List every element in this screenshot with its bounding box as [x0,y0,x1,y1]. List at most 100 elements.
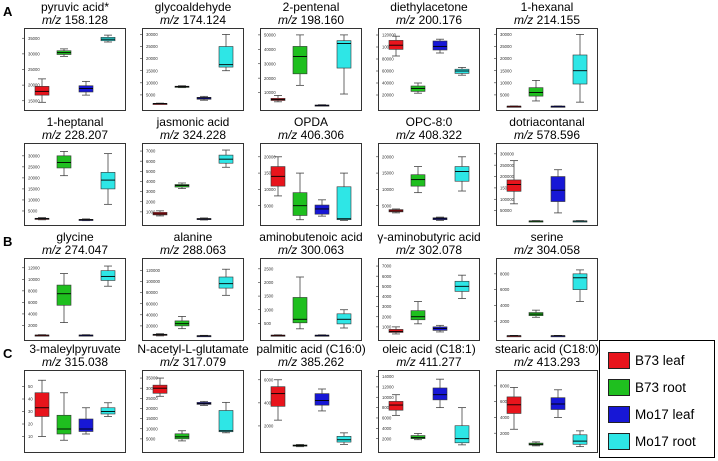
plot-frame [142,258,244,341]
y-tick-label: 12000 [28,265,40,270]
chart-title: pyruvic acid* m/z 158.128 [14,1,136,27]
legend-swatch [608,379,630,396]
box-plot: 20000 15000 10000 5000 [376,143,480,226]
chart-title: aminobutenoic acid m/z 300.063 [250,231,372,257]
y-tick-label: 8000 [382,405,392,410]
box-b73-leaf [152,333,168,337]
y-tick-label: 2000 [500,431,510,436]
box-mo17-leaf [314,104,330,107]
box-mo17-root [218,34,234,72]
box-mo17-root [572,34,588,103]
box-iqr [270,386,286,407]
box-iqr [56,414,72,435]
box-mo17-root [572,430,588,448]
box-plot: 35000 30000 25000 20000 15000 [22,28,126,111]
y-tick-label: 25000 [28,67,40,72]
y-tick-label: 2000 [28,323,38,328]
legend-item-b73-root: B73 root [608,374,714,401]
legend-swatch [608,433,630,450]
y-tick-label: 15000 [146,68,158,73]
box-b73-root [56,151,72,177]
box-iqr [56,155,72,169]
y-tick-label: 10000 [28,277,40,282]
box-mo17-root [454,156,470,192]
box-iqr [506,179,522,192]
y-tick-label: 4000 [500,303,510,308]
y-tick-label: 15000 [146,416,158,421]
box-iqr [314,393,330,406]
box-b73-root [292,34,308,86]
box-mo17-leaf [314,388,330,412]
legend-swatch [608,352,630,369]
y-tick-label: 50 [28,384,33,389]
box-b73-leaf [506,387,522,430]
y-tick-label: 20 [28,422,33,427]
box-iqr [432,40,448,51]
box-iqr [34,86,50,96]
y-tick-label: 20000 [28,175,40,180]
mz-value: m/z 174.124 [159,13,227,27]
box-iqr [100,270,116,281]
box-mo17-root [454,407,470,446]
y-tick-label: 5000 [500,93,510,98]
box-mo17-leaf [314,199,330,217]
y-tick-label: 2000 [382,436,392,441]
mz-value: m/z 288.063 [159,243,227,257]
y-tick-label: 6000 [382,416,392,421]
mz-value: m/z 406.306 [277,128,345,142]
y-tick-label: 6000 [500,399,510,404]
y-tick-label: 300000 [500,151,515,156]
y-tick-label: 500 [264,321,272,326]
y-tick-label: 20000 [264,76,276,81]
box-iqr [550,176,566,202]
box-plot: 30000 25000 20000 15000 10000 5000 [494,28,598,111]
plot-frame [378,370,480,453]
box-plot: 7000 6000 5000 4000 3000 2000 1000 [376,258,480,341]
y-tick-label: 40 [28,397,33,402]
box-mo17-root [100,402,116,417]
y-tick-label: 35000 [28,36,40,41]
metabolite-name: 3-maleylpyruvate [29,342,121,356]
metabolite-name: OPDA [293,115,328,129]
box-plot: 30000025000020000015000010000050000 [494,143,598,226]
box-mo17-leaf [550,169,566,214]
y-tick-label: 6000 [500,287,510,292]
metabolite-name: jasmonic acid [156,115,230,129]
box-mo17-root [336,34,352,95]
box-iqr [454,166,470,182]
y-tick-label: 40000 [146,312,158,317]
legend: B73 leaf B73 root Mo17 leaf Mo17 root [599,340,715,458]
chart-title: OPDA m/z 406.306 [250,116,372,142]
y-tick-label: 40000 [264,47,276,52]
box-mo17-root [218,401,234,434]
mz-value: m/z 411.277 [396,355,462,369]
metabolite-name: glycoaldehyde [154,0,232,14]
box-iqr [152,384,168,394]
chart-title: N-acetyl-L-glutamate m/z 317.079 [132,343,254,369]
y-tick-label: 100000 [146,279,161,284]
box-b73-root [56,392,72,441]
y-tick-label: 1000 [382,324,392,329]
box-b73-root [528,79,544,102]
mz-value: m/z 300.063 [277,243,345,257]
y-tick-label: 10000 [264,187,276,192]
box-b73-root [410,82,426,94]
box-iqr [572,434,588,445]
y-tick-label: 14000 [382,374,394,379]
y-tick-label: 20000 [382,154,394,159]
box-b73-root [292,172,308,221]
y-tick-label: 100000 [500,197,515,202]
mz-value: m/z 385.262 [277,355,345,369]
y-tick-label: 8000 [500,271,510,276]
box-mo17-root [336,309,352,329]
box-b73-leaf [506,160,522,205]
chart-title: dotriacontanal m/z 578.596 [486,116,608,142]
box-b73-leaf [34,334,50,337]
box-mo17-leaf [432,216,448,221]
y-tick-label: 80000 [146,290,158,295]
box-b73-leaf [152,210,168,217]
y-tick-label: 30 [28,409,33,414]
legend-item-mo17-leaf: Mo17 leaf [608,401,714,428]
y-tick-label: 4000 [382,426,392,431]
y-tick-label: 5000 [146,93,156,98]
